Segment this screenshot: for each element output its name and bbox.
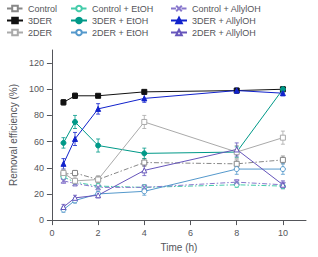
svg-text:2DER + AllylOH: 2DER + AllylOH [192,28,256,38]
svg-text:0: 0 [49,228,54,238]
svg-text:10: 10 [278,228,288,238]
svg-text:60: 60 [34,137,44,147]
svg-text:Removal efficiency (%): Removal efficiency (%) [8,84,19,186]
svg-text:Control + EtOH: Control + EtOH [92,4,153,14]
svg-text:2DER + EtOH: 2DER + EtOH [92,28,148,38]
svg-text:2DER: 2DER [28,28,53,38]
svg-text:3DER + EtOH: 3DER + EtOH [92,16,148,26]
svg-text:3DER: 3DER [28,16,53,26]
svg-text:40: 40 [34,163,44,173]
svg-text:Control + AllylOH: Control + AllylOH [192,4,261,14]
svg-text:Time (h): Time (h) [161,242,198,253]
svg-text:100: 100 [29,84,44,94]
svg-text:80: 80 [34,110,44,120]
svg-text:0: 0 [39,215,44,225]
svg-text:3DER + AllylOH: 3DER + AllylOH [192,16,256,26]
svg-text:6: 6 [188,228,193,238]
svg-text:8: 8 [234,228,239,238]
svg-text:2: 2 [96,228,101,238]
svg-text:20: 20 [34,189,44,199]
svg-text:Control: Control [28,4,57,14]
svg-text:4: 4 [142,228,147,238]
svg-text:120: 120 [29,58,44,68]
